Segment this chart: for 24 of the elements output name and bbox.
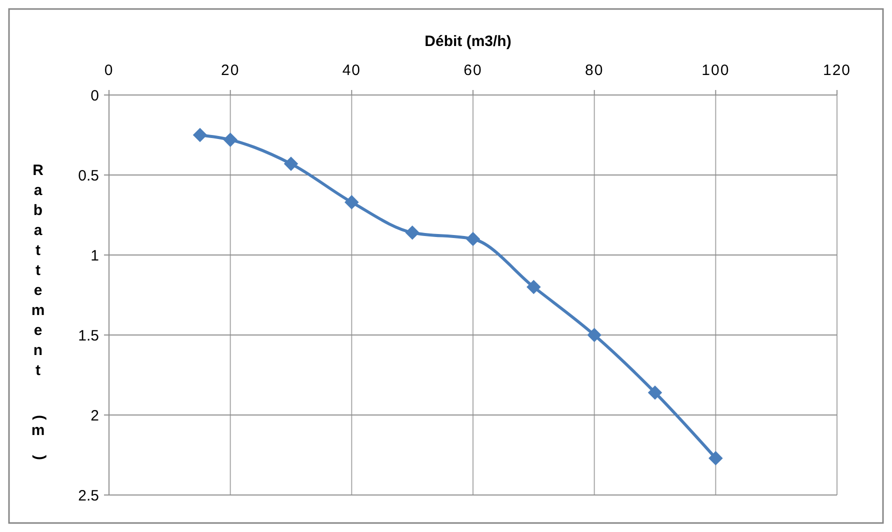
- x-axis-title: Débit (m3/h): [424, 33, 512, 50]
- y-tick-label: 0: [90, 87, 99, 104]
- y-tick-label: 0.5: [78, 167, 99, 184]
- point: [192, 128, 208, 142]
- point: [587, 328, 602, 342]
- y-tick-label: 2.5: [78, 487, 99, 504]
- point: [708, 451, 723, 466]
- y-tick-label: 2: [90, 407, 99, 424]
- x-tick-label: 100: [702, 62, 730, 79]
- point: [526, 280, 541, 294]
- x-tick-label: 80: [584, 62, 604, 79]
- x-tick-label: 120: [822, 62, 852, 79]
- point: [284, 156, 298, 171]
- point: [466, 232, 480, 246]
- point: [648, 385, 662, 400]
- point: [405, 225, 420, 240]
- y-tick-label: 1.5: [78, 327, 99, 344]
- x-tick-label: 20: [220, 62, 240, 79]
- x-tick-label: 60: [464, 62, 482, 79]
- y-tick-label: 1: [90, 247, 99, 264]
- x-tick-label: 40: [342, 62, 362, 79]
- point: [344, 195, 359, 210]
- x-tick-label: 0: [104, 62, 114, 79]
- point: [223, 132, 238, 147]
